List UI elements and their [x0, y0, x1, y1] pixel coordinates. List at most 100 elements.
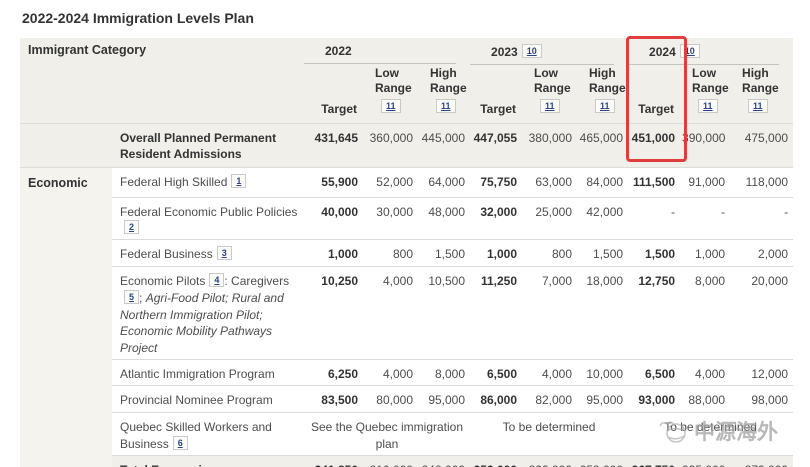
row-label: Quebec Skilled Workers and Business 6 — [112, 412, 304, 456]
value-cell: 4,000 — [363, 266, 418, 360]
footnote-link-10[interactable]: 10 — [521, 44, 542, 58]
value-cell: 1,000 — [304, 239, 363, 267]
corner-header: Immigrant Category — [20, 38, 304, 123]
value-cell: 253,000 — [470, 454, 523, 467]
value-cell: 210,000 — [363, 454, 418, 467]
value-cell: 64,000 — [418, 166, 471, 197]
table-row-provincial-nominee-program: Provincial Nominee Program 83,500 80,000… — [20, 385, 794, 413]
value-cell: 1,000 — [470, 239, 523, 267]
footnote-link-11[interactable]: 11 — [381, 98, 401, 113]
value-cell: 360,000 — [363, 122, 418, 167]
range-label: Range — [430, 81, 467, 96]
value-cell: - — [628, 196, 681, 240]
year-2024-label: 2024 — [649, 45, 676, 59]
value-cell: 259,000 — [577, 454, 629, 467]
value-cell: 10,000 — [577, 359, 629, 386]
range-label: Range — [589, 81, 626, 96]
footnote-link-4[interactable]: 4 — [209, 273, 225, 288]
footnote-link-11[interactable]: 11 — [436, 98, 456, 113]
value-cell: 800 — [363, 239, 418, 267]
value-cell: 1,500 — [418, 239, 471, 267]
value-cell: 88,000 — [680, 385, 731, 413]
footnote-link-11[interactable]: 11 — [595, 98, 615, 113]
value-cell: 30,000 — [363, 196, 418, 240]
value-cell: 2,000 — [730, 239, 794, 267]
low-label: Low — [375, 65, 399, 80]
value-cell: 118,000 — [730, 166, 794, 197]
value-cell: 267,750 — [628, 454, 681, 467]
header-2023-low-range: Low Range 11 — [522, 65, 578, 123]
value-cell: 48,000 — [418, 196, 471, 240]
header-2024-high-range: High Range 11 — [730, 65, 794, 123]
sub-header-row: Target Low Range 11 High Range 11 Target… — [20, 65, 794, 123]
value-cell: 8,000 — [418, 359, 471, 386]
value-cell: 475,000 — [730, 122, 794, 167]
value-cell: 380,000 — [522, 122, 578, 167]
page-title: 2022-2024 Immigration Levels Plan — [22, 10, 254, 26]
table-row-federal-high-skilled: Economic Federal High Skilled 1 55,900 52… — [20, 166, 794, 467]
table-row-overall: Overall Planned Permanent Resident Admis… — [20, 122, 794, 167]
value-cell: 451,000 — [628, 122, 681, 167]
year-2022-label: 2022 — [325, 44, 352, 58]
year-2024-underline: 2024 10 — [628, 43, 780, 65]
row-label: Total Economic — [112, 454, 304, 467]
value-cell: 1,500 — [577, 239, 629, 267]
value-cell: 12,000 — [730, 359, 794, 386]
row-label: Atlantic Immigration Program — [112, 359, 304, 386]
footnote-link-3[interactable]: 3 — [216, 246, 232, 261]
header-2022-target: Target — [304, 65, 363, 123]
value-cell: 98,000 — [730, 385, 794, 413]
value-cell: 20,000 — [730, 266, 794, 360]
row-label: Federal Business 3 — [112, 239, 304, 267]
value-cell: 6,500 — [470, 359, 523, 386]
immigration-levels-table: Immigrant Category 2022 2023 10 2024 10 — [20, 38, 794, 467]
footnote-link-11[interactable]: 11 — [698, 98, 718, 113]
year-header-2023: 2023 10 — [470, 38, 629, 65]
group-label-economic: Economic — [20, 166, 112, 467]
low-label: Low — [692, 65, 717, 80]
footnote-link-1[interactable]: 1 — [231, 173, 247, 188]
footnote-link-6[interactable]: 6 — [172, 435, 188, 450]
value-cell: 95,000 — [577, 385, 629, 413]
table-row-federal-economic-public-policies: Federal Economic Public Policies2 40,000… — [20, 196, 794, 240]
row-label: Overall Planned Permanent Resident Admis… — [112, 122, 304, 167]
value-cell: 95,000 — [418, 385, 471, 413]
value-cell: 445,000 — [418, 122, 471, 167]
range-label: Range — [742, 81, 779, 96]
value-cell: - — [680, 196, 731, 240]
value-cell: 11,250 — [470, 266, 523, 360]
table-row-atlantic-immigration-program: Atlantic Immigration Program 6,250 4,000… — [20, 359, 794, 386]
footnote-link-11[interactable]: 11 — [748, 98, 768, 113]
row-label-italic-text: Agri-Food Pilot; Rural and Northern Immi… — [120, 290, 284, 356]
row-label: Economic Pilots 4: Caregivers 5; Agri-Food… — [112, 266, 304, 360]
year-header-2024: 2024 10 — [628, 38, 794, 65]
value-cell: 10,250 — [304, 266, 363, 360]
value-cell: 32,000 — [470, 196, 523, 240]
footnote-link-2[interactable]: 2 — [124, 220, 140, 235]
row-label: Provincial Nominee Program — [112, 385, 304, 413]
value-cell: 84,000 — [577, 166, 629, 197]
row-label-text: Economic Pilots — [120, 274, 206, 289]
to-be-determined-2024: To be determined — [628, 412, 794, 456]
footnote-link-11[interactable]: 11 — [540, 98, 560, 113]
value-cell: 241,850 — [304, 454, 363, 467]
header-2022-high-range: High Range 11 — [418, 65, 471, 123]
value-cell: 8,000 — [680, 266, 731, 360]
range-label: Range — [534, 81, 571, 96]
value-cell: 86,000 — [470, 385, 523, 413]
footnote-link-5[interactable]: 5 — [124, 289, 140, 304]
value-cell: 235,000 — [680, 454, 731, 467]
value-cell: 6,250 — [304, 359, 363, 386]
row-label-text: Federal Business — [120, 247, 213, 262]
target-header-label: Target — [321, 101, 357, 116]
row-label-text: ; — [139, 290, 146, 305]
quebec-plan-note: See the Quebec immigration plan — [304, 412, 471, 456]
row-label: Federal High Skilled 1 — [112, 166, 304, 197]
value-cell: 4,000 — [363, 359, 418, 386]
value-cell: 1,000 — [680, 239, 731, 267]
high-label: High — [430, 65, 457, 80]
value-cell: 111,500 — [628, 166, 681, 197]
footnote-link-10[interactable]: 10 — [679, 44, 700, 58]
value-cell: 273,000 — [730, 454, 794, 467]
